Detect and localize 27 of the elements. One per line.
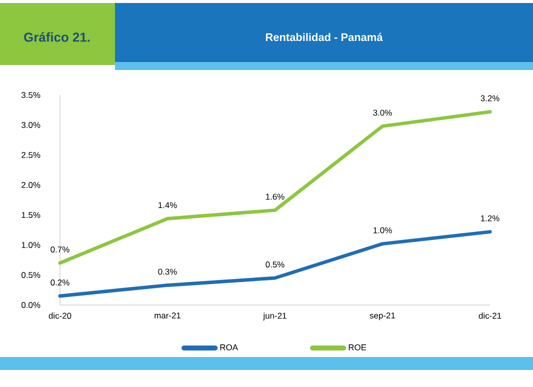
data-label: 1.6% [266, 194, 284, 200]
chart-title: Rentabilidad - Panamá [266, 32, 383, 42]
y-tick-label: 3.0% [22, 122, 40, 128]
data-label: 3.0% [373, 110, 392, 116]
y-tick-label: 0.0% [22, 302, 40, 308]
data-label: 0.7% [50, 246, 70, 252]
legend-label: ROE [348, 344, 366, 350]
data-label: 3.2% [480, 95, 500, 102]
y-tick-label: 2.5% [22, 152, 40, 158]
y-tick-label: 3.5% [22, 92, 40, 98]
data-label: 1.0% [373, 227, 392, 234]
y-tick-label: 0.5% [22, 272, 40, 278]
data-label: 0.5% [266, 261, 284, 268]
x-tick-label: dic-21 [478, 312, 502, 319]
x-tick-label: mar-21 [154, 312, 180, 319]
x-tick-label: dic-20 [48, 312, 72, 319]
y-tick-label: 1.0% [22, 242, 40, 248]
x-tick-label: jun-21 [263, 312, 286, 320]
chart-subtitle: Gráfico 21. [24, 32, 90, 42]
x-tick-label: sep-21 [370, 312, 396, 320]
data-label: 0.2% [50, 279, 70, 286]
data-label: 1.2% [481, 215, 500, 222]
y-tick-label: 1.5% [22, 212, 40, 218]
legend-label: ROA [220, 344, 238, 350]
data-label: 1.4% [158, 202, 177, 208]
data-label: 0.3% [158, 268, 177, 275]
y-tick-label: 2.0% [22, 182, 40, 188]
